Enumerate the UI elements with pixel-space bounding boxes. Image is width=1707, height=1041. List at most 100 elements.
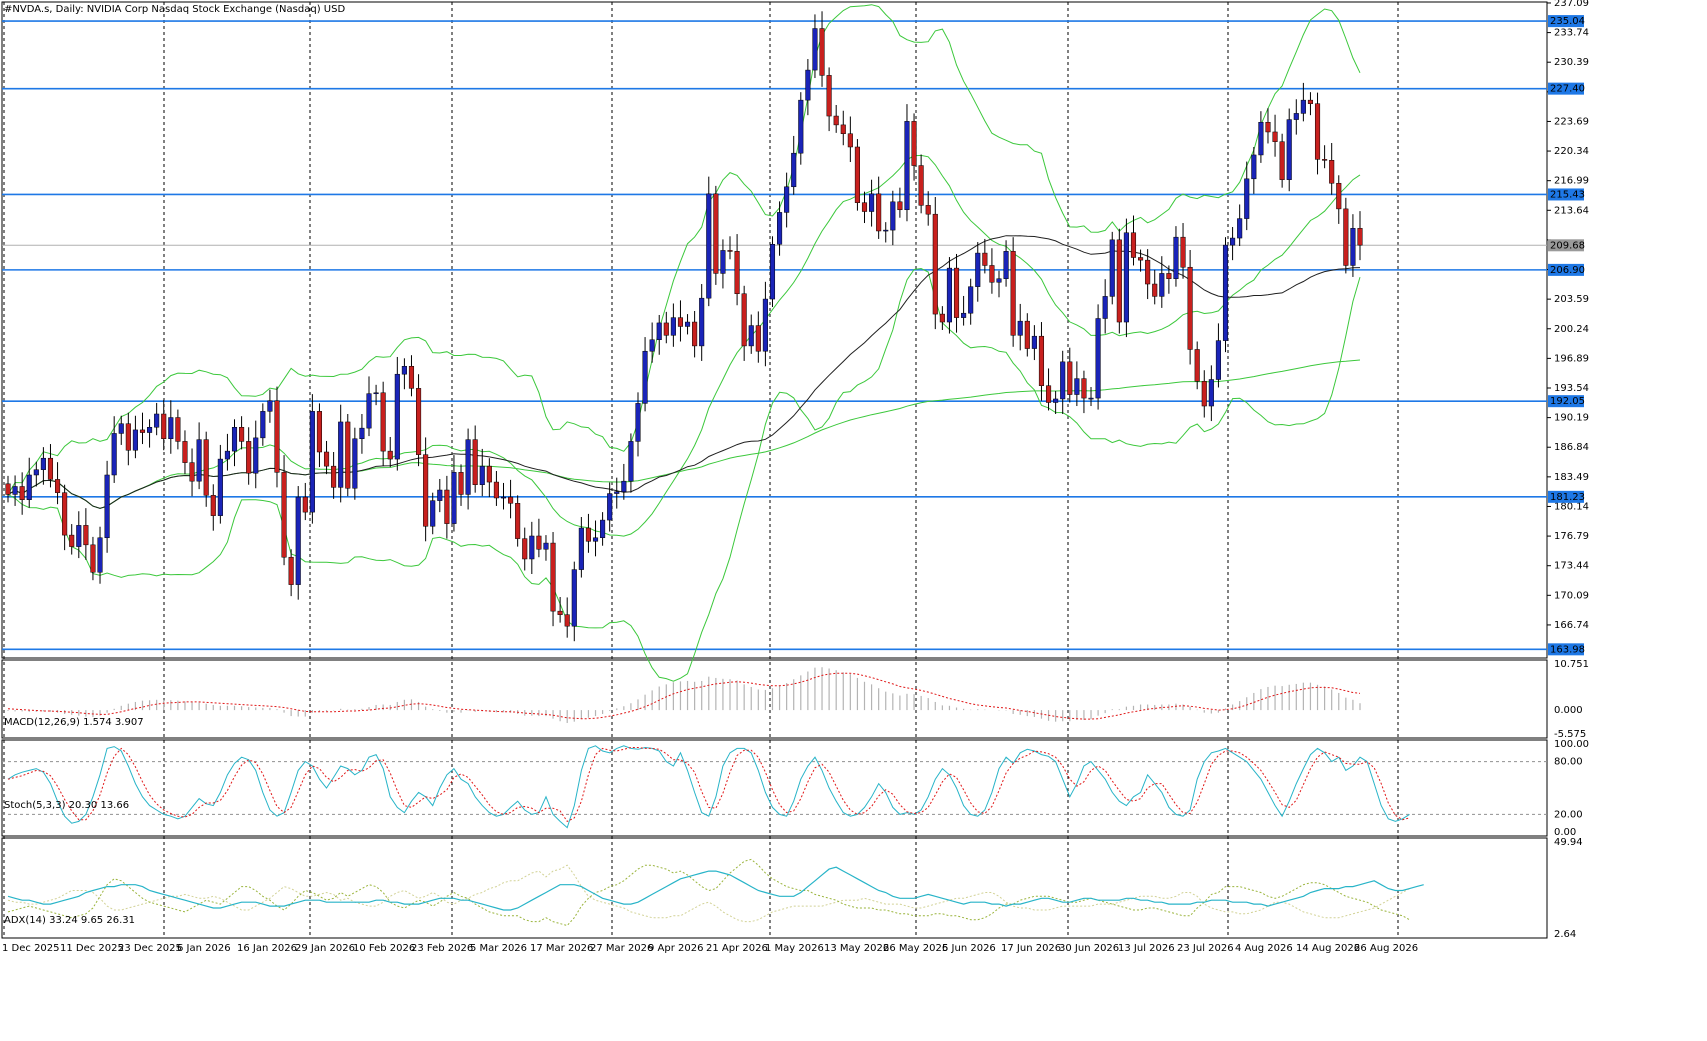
candle-body[interactable] — [1166, 273, 1172, 279]
candle-body[interactable] — [1081, 378, 1087, 399]
candle-body[interactable] — [1159, 273, 1165, 297]
candle-body[interactable] — [1237, 218, 1243, 239]
candle-body[interactable] — [847, 133, 853, 148]
candle-body[interactable] — [529, 535, 535, 560]
candle-body[interactable] — [168, 417, 174, 439]
candle-body[interactable] — [352, 438, 358, 489]
candle-body[interactable] — [961, 312, 967, 318]
candle-body[interactable] — [139, 429, 146, 433]
candle-body[interactable] — [345, 421, 351, 489]
candle-body[interactable] — [656, 322, 662, 340]
candle-body[interactable] — [416, 388, 422, 455]
candle-body[interactable] — [777, 212, 783, 245]
candle-body[interactable] — [1357, 228, 1363, 246]
candle-body[interactable] — [600, 519, 606, 539]
candle-body[interactable] — [861, 202, 868, 212]
candle-body[interactable] — [1187, 266, 1193, 350]
candle-body[interactable] — [147, 427, 153, 433]
candle-body[interactable] — [720, 250, 726, 274]
candle-body[interactable] — [819, 28, 825, 76]
candle-body[interactable] — [876, 193, 882, 232]
candle-body[interactable] — [47, 457, 54, 480]
candle-body[interactable] — [670, 317, 676, 336]
adx-panel[interactable] — [7, 858, 1424, 927]
candle-body[interactable] — [1088, 397, 1094, 400]
candle-body[interactable] — [1314, 103, 1321, 160]
candle-body[interactable] — [373, 392, 379, 395]
candle-body[interactable] — [54, 479, 61, 493]
candle-body[interactable] — [1017, 320, 1023, 336]
candle-body[interactable] — [869, 193, 875, 212]
candle-body[interactable] — [564, 614, 570, 627]
candle-body[interactable] — [217, 458, 223, 516]
candle-body[interactable] — [798, 99, 804, 154]
candle-body[interactable] — [975, 252, 981, 287]
candle-body[interactable] — [437, 489, 443, 501]
candle-body[interactable] — [493, 481, 499, 499]
candle-body[interactable] — [833, 115, 839, 126]
candle-body[interactable] — [911, 121, 917, 166]
candle-body[interactable] — [1095, 318, 1101, 399]
candle-body[interactable] — [1350, 228, 1356, 266]
candle-body[interactable] — [231, 427, 238, 452]
candle-body[interactable] — [69, 534, 75, 547]
candle-body[interactable] — [1123, 232, 1129, 323]
candle-body[interactable] — [359, 427, 365, 439]
candle-body[interactable] — [161, 413, 167, 439]
candle-body[interactable] — [1222, 244, 1229, 341]
candle-body[interactable] — [1230, 237, 1236, 246]
candle-body[interactable] — [1024, 320, 1030, 349]
candle-body[interactable] — [260, 411, 266, 439]
candle-body[interactable] — [267, 400, 273, 412]
candle-body[interactable] — [253, 437, 259, 474]
candle-body[interactable] — [76, 525, 82, 547]
candle-body[interactable] — [1258, 121, 1264, 156]
candle-body[interactable] — [1244, 178, 1250, 219]
candle-body[interactable] — [281, 472, 287, 558]
candle-body[interactable] — [430, 500, 436, 527]
candle-body[interactable] — [26, 474, 32, 500]
candle-body[interactable] — [826, 75, 832, 117]
candle-body[interactable] — [854, 146, 860, 203]
candle-body[interactable] — [932, 213, 938, 315]
candle-body[interactable] — [500, 496, 507, 499]
candle-body[interactable] — [154, 413, 160, 428]
candle-body[interactable] — [607, 493, 613, 521]
candle-body[interactable] — [982, 252, 988, 266]
candle-body[interactable] — [642, 350, 648, 404]
candle-body[interactable] — [508, 496, 514, 504]
candle-body[interactable] — [323, 451, 330, 467]
candle-body[interactable] — [224, 450, 230, 460]
candle-body[interactable] — [274, 400, 280, 473]
candle-body[interactable] — [946, 267, 952, 323]
candle-body[interactable] — [1138, 257, 1144, 261]
candle-body[interactable] — [1307, 99, 1314, 104]
candle-body[interactable] — [1322, 159, 1328, 161]
candle-body[interactable] — [97, 537, 103, 573]
candle-body[interactable] — [1045, 385, 1052, 403]
candle-body[interactable] — [543, 542, 549, 550]
candle-body[interactable] — [394, 373, 400, 460]
candle-body[interactable] — [40, 457, 46, 470]
candle-body[interactable] — [1265, 121, 1271, 133]
candle-body[interactable] — [458, 472, 464, 495]
candle-body[interactable] — [996, 278, 1002, 283]
candle-body[interactable] — [536, 535, 542, 550]
main-price-panel[interactable] — [2, 4, 1547, 682]
candle-body[interactable] — [111, 433, 117, 476]
candle-body[interactable] — [515, 503, 521, 539]
candle-body[interactable] — [1003, 251, 1009, 279]
candle-body[interactable] — [288, 556, 294, 585]
candle-body[interactable] — [401, 365, 407, 375]
candle-body[interactable] — [387, 450, 393, 460]
candle-body[interactable] — [423, 454, 429, 527]
candle-body[interactable] — [557, 610, 563, 615]
candle-body[interactable] — [635, 403, 641, 442]
candle-body[interactable] — [182, 441, 188, 463]
candle-body[interactable] — [755, 325, 761, 352]
candle-body[interactable] — [522, 538, 528, 560]
candle-body[interactable] — [408, 365, 415, 389]
candle-body[interactable] — [968, 286, 974, 314]
candle-body[interactable] — [989, 265, 995, 283]
candle-body[interactable] — [451, 472, 457, 524]
